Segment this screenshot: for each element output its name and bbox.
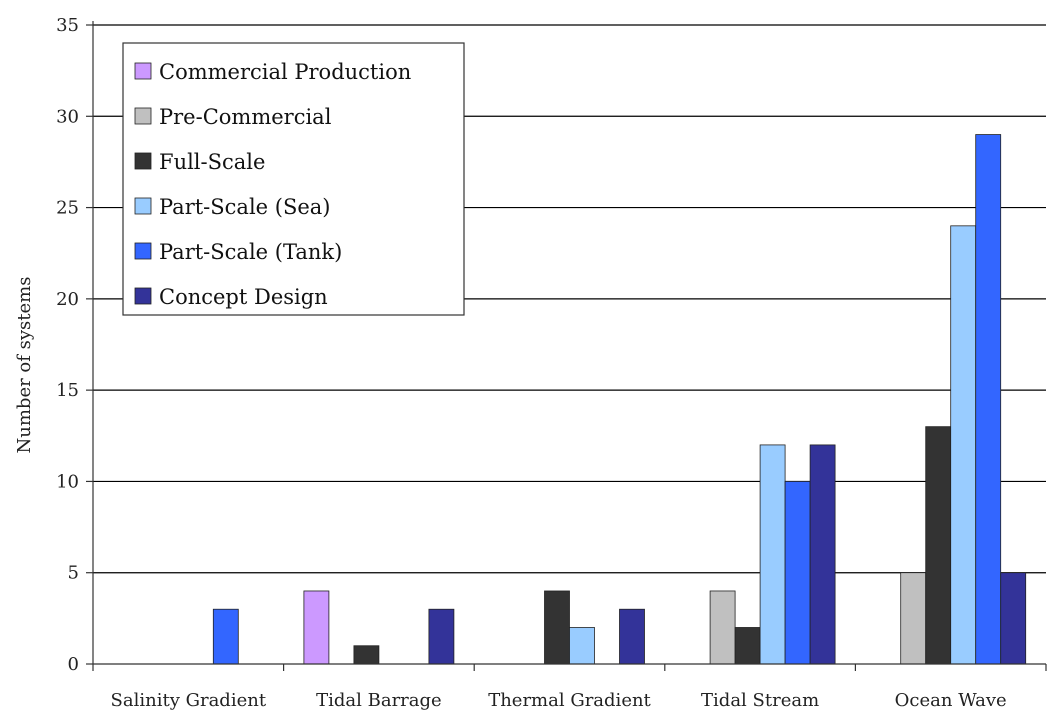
bar: [759, 444, 786, 665]
x-tick-label: Tidal Stream: [701, 690, 819, 711]
bar: [353, 645, 380, 665]
bar: [809, 444, 836, 665]
y-tick-label: 5: [68, 563, 79, 584]
y-tick-label: 20: [56, 289, 79, 310]
y-tick-label: 35: [56, 15, 79, 36]
legend-label: Part-Scale (Tank): [159, 240, 342, 264]
legend-swatch: [134, 62, 152, 80]
bars: [212, 134, 1027, 665]
bar: [784, 481, 811, 665]
y-tick-label: 15: [56, 380, 79, 401]
y-axis-title: Number of systems: [14, 277, 35, 454]
bar: [734, 627, 761, 665]
x-tick-label: Tidal Barrage: [316, 690, 442, 711]
bar: [212, 608, 239, 665]
bar: [950, 225, 977, 665]
legend-swatch: [134, 197, 152, 215]
legend-box: [122, 42, 465, 316]
bar: [619, 608, 645, 665]
x-tick-label: Ocean Wave: [895, 690, 1007, 711]
bar: [975, 134, 1002, 665]
bar: [1000, 572, 1027, 665]
bar: [428, 608, 455, 665]
legend-swatch: [134, 287, 152, 305]
y-tick-label: 25: [56, 198, 79, 219]
legend: Commercial Production Pre-Commercial Full-…: [122, 42, 465, 316]
x-tick-label: Salinity Gradient: [111, 690, 267, 711]
legend-label: Pre-Commercial: [159, 105, 332, 129]
legend-swatch: [134, 242, 152, 260]
bar: [900, 572, 927, 665]
legend-label: Commercial Production: [159, 60, 411, 84]
legend-swatch: [134, 107, 152, 125]
axes: [86, 21, 1047, 671]
y-tick-label: 0: [68, 654, 79, 675]
y-tick-label: 10: [56, 471, 79, 492]
legend-swatch: [134, 152, 152, 170]
bar: [544, 590, 570, 665]
bar: [709, 590, 736, 665]
legend-label: Full-Scale: [159, 150, 265, 174]
bar: [303, 590, 330, 665]
x-tick-labels: Salinity Gradient Tidal Barrage Thermal Gr…: [111, 690, 1007, 711]
y-tick-labels: 0 5 10 15 20 25 30 35: [56, 15, 79, 675]
y-tick-label: 30: [56, 106, 79, 127]
x-tick-label: Thermal Gradient: [488, 690, 651, 711]
bar: [925, 426, 952, 665]
legend-label: Part-Scale (Sea): [159, 195, 331, 219]
bar: [569, 627, 595, 665]
legend-label: Concept Design: [159, 285, 328, 309]
